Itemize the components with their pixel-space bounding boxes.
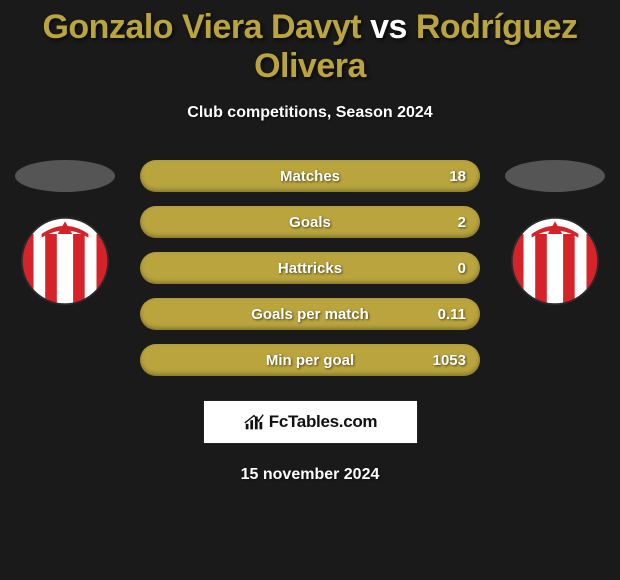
stat-bar-min-per-goal: Min per goal 1053	[140, 344, 480, 376]
subtitle: Club competitions, Season 2024	[0, 104, 620, 122]
stat-label: Matches	[280, 168, 340, 185]
brand-name: FcTables.com	[269, 412, 378, 432]
stat-value: 2	[458, 214, 466, 231]
stat-bar-goals: Goals 2	[140, 206, 480, 238]
vs-text: vs	[370, 8, 407, 46]
club-badge-right	[510, 216, 600, 306]
player1-name: Gonzalo Viera Davyt	[42, 8, 361, 46]
flag-placeholder-right	[505, 160, 605, 192]
date: 15 november 2024	[0, 466, 620, 484]
stat-bars: Matches 18 Goals 2 Hattricks 0 Goals per…	[140, 160, 480, 376]
left-column	[10, 160, 120, 306]
main-row: Matches 18 Goals 2 Hattricks 0 Goals per…	[0, 160, 620, 376]
bar-chart-icon	[243, 411, 265, 433]
stat-bar-matches: Matches 18	[140, 160, 480, 192]
club-crest-icon	[20, 216, 110, 306]
page-title: Gonzalo Viera Davyt vs Rodríguez Olivera	[0, 0, 620, 86]
right-column	[500, 160, 610, 306]
stat-value: 1053	[433, 352, 466, 369]
club-crest-icon	[510, 216, 600, 306]
stat-label: Goals	[289, 214, 331, 231]
stat-bar-goals-per-match: Goals per match 0.11	[140, 298, 480, 330]
stat-value: 0	[458, 260, 466, 277]
club-badge-left	[20, 216, 110, 306]
stat-label: Goals per match	[251, 306, 369, 323]
comparison-card: Gonzalo Viera Davyt vs Rodríguez Olivera…	[0, 0, 620, 580]
flag-placeholder-left	[15, 160, 115, 192]
stat-bar-hattricks: Hattricks 0	[140, 252, 480, 284]
stat-label: Hattricks	[278, 260, 342, 277]
stat-label: Min per goal	[266, 352, 354, 369]
brand-box[interactable]: FcTables.com	[203, 400, 418, 444]
stat-value: 0.11	[438, 306, 466, 323]
stat-value: 18	[449, 168, 466, 185]
